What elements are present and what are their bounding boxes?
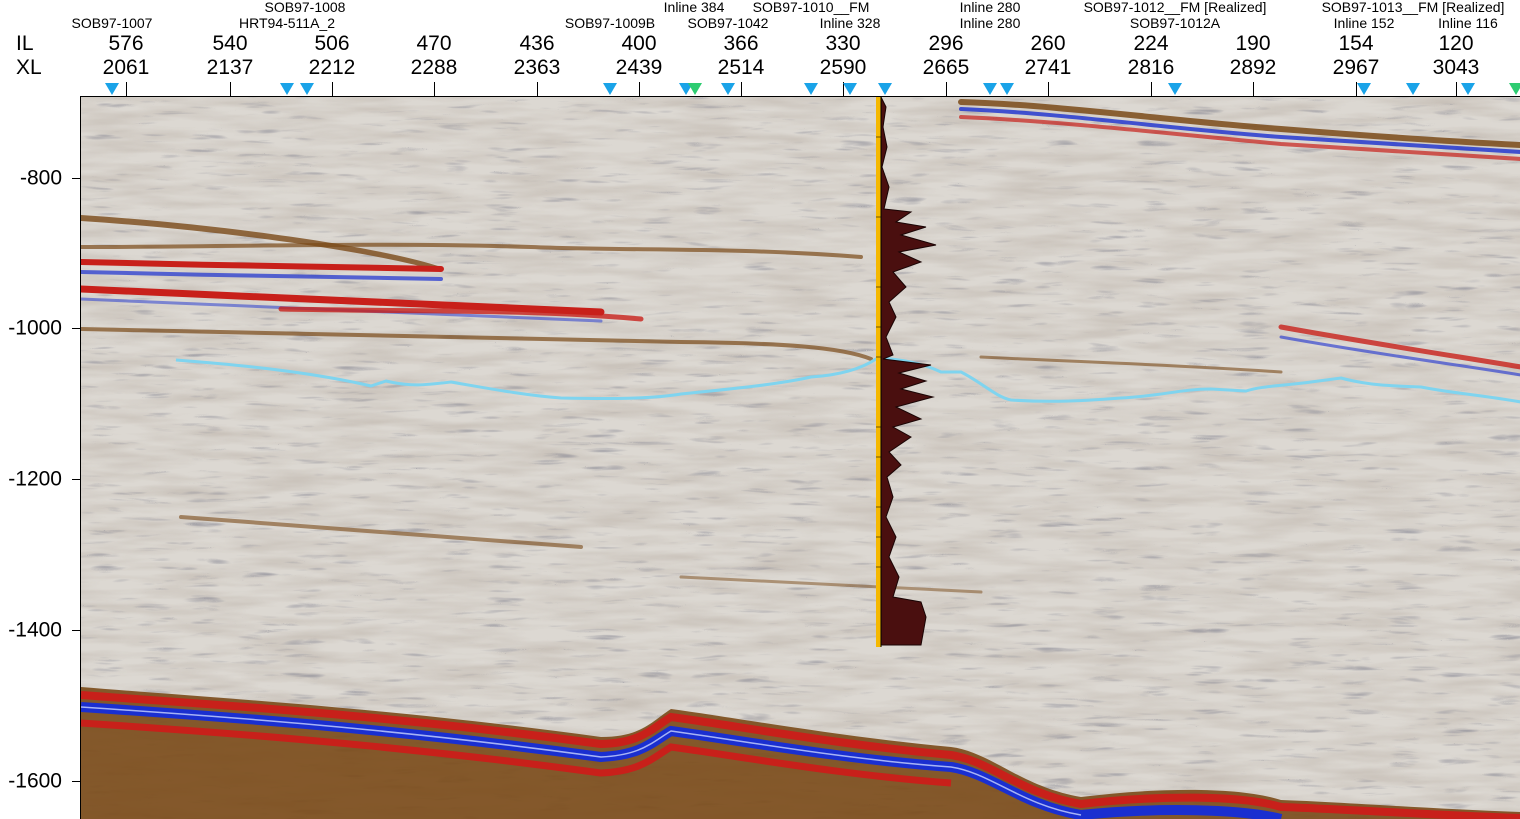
seismic-canvas[interactable] bbox=[81, 97, 1520, 819]
inverted-triangle-icon[interactable] bbox=[804, 83, 818, 95]
inverted-triangle-icon[interactable] bbox=[1509, 83, 1520, 95]
well-label[interactable]: SOB97-1007 bbox=[71, 15, 153, 31]
xl-tick-label: 2212 bbox=[308, 56, 356, 79]
well-label[interactable]: SOB97-1012__FM [Realized] bbox=[1083, 0, 1267, 15]
well-label[interactable]: SOB97-1009B bbox=[564, 15, 656, 31]
xl-tick-label: 2363 bbox=[513, 56, 561, 79]
inverted-triangle-icon[interactable] bbox=[603, 83, 617, 95]
basal-reflector bbox=[81, 687, 1520, 819]
il-tick-label: 506 bbox=[314, 32, 350, 55]
il-tick-label: 296 bbox=[928, 32, 964, 55]
inverted-triangle-icon[interactable] bbox=[1168, 83, 1182, 95]
axis-tick bbox=[1253, 82, 1254, 96]
depth-axis: -800 -1000 -1200 -1400 -1600 bbox=[0, 96, 80, 819]
well-label[interactable]: Inline 384 bbox=[663, 0, 725, 15]
well-label[interactable]: Inline 116 bbox=[1438, 15, 1498, 31]
depth-tick-label: -1000 bbox=[8, 316, 62, 340]
il-tick-label: 540 bbox=[212, 32, 248, 55]
lithology-stripes bbox=[876, 136, 881, 568]
depth-tick bbox=[72, 479, 80, 480]
depth-tick-label: -1600 bbox=[8, 769, 62, 793]
xl-tick-label: 2892 bbox=[1229, 56, 1277, 79]
section-header: IL XL SOB97-1007 SOB97-1008 HRT94-511A_2… bbox=[0, 0, 1520, 96]
inverted-triangle-icon[interactable] bbox=[1000, 83, 1014, 95]
inverted-triangle-icon[interactable] bbox=[983, 83, 997, 95]
depth-tick bbox=[72, 630, 80, 631]
xl-tick-label: 2967 bbox=[1332, 56, 1380, 79]
il-tick-label: 470 bbox=[416, 32, 452, 55]
well-label[interactable]: Inline 328 bbox=[819, 15, 881, 31]
lithology-column bbox=[876, 97, 881, 647]
horizon-line[interactable] bbox=[175, 357, 1520, 404]
seismic-reflectors bbox=[81, 99, 1520, 594]
axis-tick bbox=[1048, 82, 1049, 96]
inverted-triangle-icon[interactable] bbox=[300, 83, 314, 95]
depth-tick-label: -1400 bbox=[8, 618, 62, 642]
inverted-triangle-icon[interactable] bbox=[105, 83, 119, 95]
depth-tick bbox=[72, 328, 80, 329]
xl-tick-label: 2590 bbox=[819, 56, 867, 79]
well-label[interactable]: SOB97-1042 bbox=[687, 15, 769, 31]
well-label[interactable]: HRT94-511A_2 bbox=[239, 15, 335, 31]
il-tick-label: 330 bbox=[825, 32, 861, 55]
inverted-triangle-icon[interactable] bbox=[1357, 83, 1371, 95]
il-tick-label: 400 bbox=[621, 32, 657, 55]
inverted-triangle-icon[interactable] bbox=[1461, 83, 1475, 95]
il-tick-label: 224 bbox=[1133, 32, 1169, 55]
depth-tick bbox=[72, 178, 80, 179]
depth-tick bbox=[72, 781, 80, 782]
well-log-curve bbox=[880, 97, 937, 646]
axis-tick bbox=[230, 82, 231, 96]
il-tick-label: 436 bbox=[519, 32, 555, 55]
depth-tick-label: -1200 bbox=[8, 467, 62, 491]
seismic-texture-fine bbox=[81, 97, 1520, 819]
inverted-triangle-icon[interactable] bbox=[688, 83, 702, 95]
il-tick-label: 366 bbox=[723, 32, 759, 55]
xl-tick-label: 2514 bbox=[717, 56, 765, 79]
well-label[interactable]: Inline 280 bbox=[959, 15, 1021, 31]
axis-tick bbox=[946, 82, 947, 96]
axis-tick bbox=[1456, 82, 1457, 96]
axis-tick bbox=[1151, 82, 1152, 96]
xl-tick-label: 2137 bbox=[206, 56, 254, 79]
xl-tick-label: 2816 bbox=[1127, 56, 1175, 79]
axis-tick bbox=[126, 82, 127, 96]
il-tick-label: 190 bbox=[1235, 32, 1271, 55]
il-tick-label: 120 bbox=[1438, 32, 1474, 55]
xl-tick-label: 2288 bbox=[410, 56, 458, 79]
well-label[interactable]: Inline 280 bbox=[959, 0, 1021, 15]
xl-tick-label: 3043 bbox=[1432, 56, 1480, 79]
seismic-section[interactable] bbox=[80, 96, 1520, 819]
inverted-triangle-icon[interactable] bbox=[878, 83, 892, 95]
inverted-triangle-icon[interactable] bbox=[1406, 83, 1420, 95]
axis-tick bbox=[741, 82, 742, 96]
depth-tick-label: -800 bbox=[19, 166, 62, 190]
well-label[interactable]: SOB97-1008 bbox=[264, 0, 346, 15]
inverted-triangle-icon[interactable] bbox=[280, 83, 294, 95]
axis-tick bbox=[639, 82, 640, 96]
il-tick-label: 154 bbox=[1338, 32, 1374, 55]
well-label[interactable]: SOB97-1012A bbox=[1129, 15, 1221, 31]
inverted-triangle-icon[interactable] bbox=[721, 83, 735, 95]
axis-tick bbox=[1356, 82, 1357, 96]
il-axis-title: IL bbox=[16, 32, 34, 55]
xl-tick-label: 2741 bbox=[1024, 56, 1072, 79]
il-tick-label: 260 bbox=[1030, 32, 1066, 55]
axis-tick bbox=[434, 82, 435, 96]
xl-tick-label: 2439 bbox=[615, 56, 663, 79]
axis-tick bbox=[332, 82, 333, 96]
il-tick-label: 576 bbox=[108, 32, 144, 55]
inverted-triangle-icon[interactable] bbox=[843, 83, 857, 95]
xl-tick-label: 2665 bbox=[922, 56, 970, 79]
well-log-track[interactable] bbox=[876, 97, 937, 647]
well-label[interactable]: SOB97-1010__FM bbox=[752, 0, 870, 15]
well-label[interactable]: Inline 152 bbox=[1333, 15, 1395, 31]
xl-tick-label: 2061 bbox=[102, 56, 150, 79]
well-label[interactable]: SOB97-1013__FM [Realized] bbox=[1321, 0, 1505, 15]
xl-axis-title: XL bbox=[16, 56, 42, 79]
axis-tick bbox=[537, 82, 538, 96]
